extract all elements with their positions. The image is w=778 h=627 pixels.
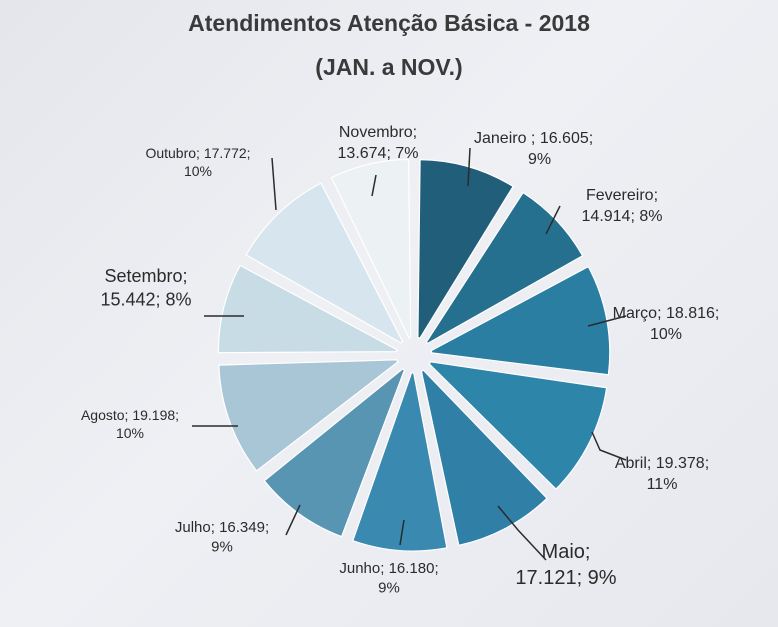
pie-slice-fevereiro	[425, 191, 584, 345]
slice-label-line: Setembro;	[104, 266, 187, 286]
leader-line	[497, 505, 547, 561]
slice-label-line: Agosto; 19.198;	[81, 407, 179, 423]
pie-slice-julho	[263, 368, 406, 538]
slice-label-line: Março; 18.816;	[613, 305, 720, 322]
slice-label-abril: Abril; 19.378; 11%	[615, 455, 709, 493]
slice-label-line: 10%	[116, 425, 144, 441]
slice-label-line: 10%	[650, 326, 682, 343]
leader-line	[591, 431, 627, 461]
slice-label-line: 17.121; 9%	[515, 567, 616, 589]
slice-label-outubro: Outubro; 17.772; 10%	[145, 145, 250, 179]
leader-line	[271, 157, 277, 211]
leader-line	[399, 519, 405, 546]
chart-title: Atendimentos Atenção Básica - 2018	[188, 10, 590, 36]
leader-line	[545, 205, 561, 235]
pie-slice-abril	[428, 361, 608, 490]
leader-line	[371, 174, 377, 197]
slice-label-novembro: Novembro; 13.674; 7%	[338, 124, 419, 162]
pie-slice-marco	[430, 265, 611, 376]
pie-slice-junho	[352, 372, 448, 552]
slice-label-line: Janeiro ; 16.605;	[474, 130, 593, 147]
pie-slice-agosto	[218, 359, 399, 472]
leader-line	[587, 315, 627, 327]
slice-label-junho: Junho; 16.180; 9%	[339, 560, 438, 597]
slice-label-line: 11%	[647, 476, 678, 493]
slice-label-line: Novembro;	[339, 124, 417, 141]
slice-label-line: 10%	[184, 163, 212, 179]
slice-label-line: Abril; 19.378;	[615, 455, 709, 472]
slice-label-marco: Março; 18.816; 10%	[613, 305, 720, 343]
slice-labels: Janeiro ; 16.605; 9% Fevereiro; 14.914; 8% M…	[81, 124, 719, 597]
slice-label-line: Junho; 16.180;	[339, 560, 438, 577]
pie-slices	[217, 158, 611, 552]
slice-label-maio: Maio; 17.121; 9%	[515, 541, 616, 589]
slice-label-line: 14.914; 8%	[582, 208, 663, 225]
leader-line	[285, 504, 301, 536]
slice-label-line: Maio;	[542, 541, 591, 563]
pie-slice-maio	[420, 369, 548, 547]
pie-slice-novembro	[330, 158, 412, 339]
pie-slice-janeiro	[417, 158, 514, 339]
slice-label-agosto: Agosto; 19.198; 10%	[81, 407, 179, 441]
slice-label-line: 13.674; 7%	[338, 145, 419, 162]
slice-label-setembro: Setembro; 15.442; 8%	[100, 266, 191, 309]
pie-slice-outubro	[245, 182, 404, 344]
slice-label-fevereiro: Fevereiro; 14.914; 8%	[582, 187, 663, 225]
slice-label-line: Fevereiro;	[586, 187, 658, 204]
slice-label-line: 9%	[211, 539, 233, 556]
slice-label-line: Outubro; 17.772;	[145, 145, 250, 161]
leader-line	[467, 147, 471, 187]
slice-label-julho: Julho; 16.349; 9%	[175, 519, 269, 556]
leader-lines	[192, 147, 627, 561]
slice-label-line: 9%	[528, 151, 551, 168]
slice-label-line: 15.442; 8%	[100, 289, 191, 309]
chart-subtitle: (JAN. a NOV.)	[315, 54, 463, 80]
slice-label-line: 9%	[378, 580, 400, 597]
pie-slice-setembro	[217, 264, 398, 354]
slice-label-line: Julho; 16.349;	[175, 519, 269, 536]
slice-label-janeiro: Janeiro ; 16.605; 9%	[474, 130, 593, 168]
